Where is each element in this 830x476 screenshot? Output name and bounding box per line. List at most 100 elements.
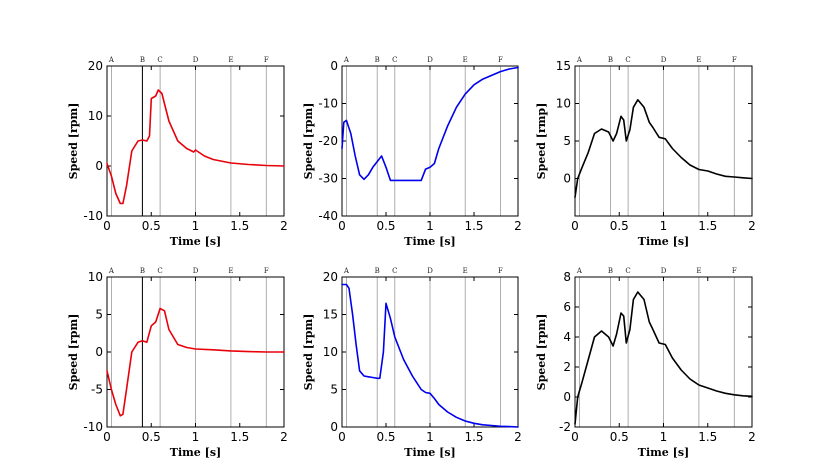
x-tick-label: 0	[571, 430, 579, 444]
chart-bottom-left: A B C D E F 0 0.5 1 1.5 2 -10 -5 0 5 10 Time [s] Speed [r…	[67, 267, 288, 459]
event-label-f: F	[264, 56, 269, 64]
speed-series-line	[341, 66, 519, 182]
x-tick-label: 2	[748, 430, 756, 444]
y-tick-label: 6	[563, 300, 571, 314]
x-tick-label: 1	[192, 219, 200, 233]
x-tick-label: 0	[571, 219, 579, 233]
y-tick-label: 0	[95, 159, 103, 173]
y-tick-label: 4	[563, 330, 571, 344]
x-tick-label: 1.5	[698, 430, 717, 444]
y-tick-label: -40	[318, 209, 338, 223]
event-label-f: F	[732, 56, 737, 64]
y-tick-label: 5	[330, 383, 338, 397]
event-label-c: C	[392, 267, 397, 275]
event-label-e: E	[463, 267, 468, 275]
x-tick-label: 1.5	[230, 430, 249, 444]
speed-series-line	[574, 99, 753, 199]
x-tick-label: 1.5	[698, 219, 717, 233]
y-tick-label: 0	[330, 420, 338, 434]
event-label-e: E	[228, 267, 233, 275]
speed-series-line	[106, 307, 285, 417]
x-tick-label: 1.5	[230, 219, 249, 233]
event-label-b: B	[375, 56, 380, 64]
x-tick-label: 0	[338, 430, 346, 444]
event-label-d: D	[427, 267, 433, 275]
x-axis-label: Time [s]	[404, 446, 455, 459]
event-label-d: D	[427, 56, 433, 64]
x-tick-label: 0.5	[610, 219, 629, 233]
y-tick-label: 10	[88, 109, 103, 123]
event-label-d: D	[661, 56, 667, 64]
event-label-a: A	[576, 56, 583, 64]
y-axis-label: Speed [rpm]	[302, 314, 315, 391]
y-tick-label: 15	[323, 308, 338, 322]
event-label-e: E	[696, 56, 701, 64]
y-tick-label: 2	[563, 360, 571, 374]
x-tick-label: 2	[280, 219, 288, 233]
y-tick-label: 0	[95, 345, 103, 359]
x-axis-label: Time [s]	[170, 446, 221, 459]
y-tick-label: 20	[88, 59, 103, 73]
event-label-c: C	[157, 56, 162, 64]
y-tick-label: 20	[323, 270, 338, 284]
x-tick-label: 0.5	[376, 219, 395, 233]
speed-series-line	[574, 291, 753, 425]
event-label-f: F	[264, 267, 269, 275]
y-axis-label: Speed [rpm]	[535, 314, 548, 391]
speed-series-line	[106, 89, 285, 205]
x-axis-label: Time [s]	[638, 235, 689, 248]
event-label-c: C	[625, 56, 630, 64]
x-tick-label: 0.5	[610, 430, 629, 444]
y-axis-label: Speed [rpm]	[302, 103, 315, 180]
x-axis-label: Time [s]	[404, 235, 455, 248]
event-label-f: F	[732, 267, 737, 275]
event-label-b: B	[140, 56, 145, 64]
x-tick-label: 1	[660, 430, 668, 444]
event-label-c: C	[392, 56, 397, 64]
event-label-a: A	[108, 267, 115, 275]
event-label-a: A	[343, 56, 350, 64]
y-tick-label: 15	[556, 59, 571, 73]
y-tick-label: -10	[83, 209, 103, 223]
y-tick-label: -10	[318, 97, 338, 111]
x-axis-label: Time [s]	[170, 235, 221, 248]
x-tick-label: 0.5	[376, 430, 395, 444]
y-axis-label: Speed [rpm]	[67, 103, 80, 180]
event-label-d: D	[193, 267, 199, 275]
y-tick-label: -10	[83, 420, 103, 434]
y-tick-label: 0	[563, 390, 571, 404]
y-tick-label: 10	[88, 270, 103, 284]
event-label-b: B	[608, 56, 613, 64]
x-tick-label: 1	[660, 219, 668, 233]
x-tick-label: 2	[280, 430, 288, 444]
x-tick-label: 1	[426, 430, 434, 444]
event-label-f: F	[498, 56, 503, 64]
event-label-e: E	[463, 56, 468, 64]
x-tick-label: 2	[748, 219, 756, 233]
y-tick-label: -20	[318, 134, 338, 148]
x-tick-label: 1.5	[464, 219, 483, 233]
y-tick-label: 10	[323, 345, 338, 359]
x-tick-label: 1	[426, 219, 434, 233]
x-tick-label: 0	[103, 219, 111, 233]
event-label-c: C	[625, 267, 630, 275]
event-label-f: F	[498, 267, 503, 275]
y-tick-label: 5	[95, 308, 103, 322]
event-label-b: B	[608, 267, 613, 275]
x-tick-label: 0	[338, 219, 346, 233]
x-tick-label: 0.5	[142, 219, 161, 233]
event-label-d: D	[193, 56, 199, 64]
event-label-e: E	[228, 56, 233, 64]
y-axis-label: Speed [rpm]	[67, 314, 80, 391]
event-label-e: E	[696, 267, 701, 275]
x-tick-label: 0.5	[142, 430, 161, 444]
x-tick-label: 0	[103, 430, 111, 444]
event-label-a: A	[576, 267, 583, 275]
chart-top-middle: A B C D E F 0 0.5 1 1.5 2 -40 -30 -20 -10 0 Time [s] Spee…	[302, 56, 522, 248]
y-tick-label: 5	[563, 134, 571, 148]
y-tick-label: -5	[91, 383, 103, 397]
chart-top-right: A B C D E F 0 0.5 1 1.5 2 0 5 10 15 Time [s] Speed [rmp]	[535, 56, 756, 248]
